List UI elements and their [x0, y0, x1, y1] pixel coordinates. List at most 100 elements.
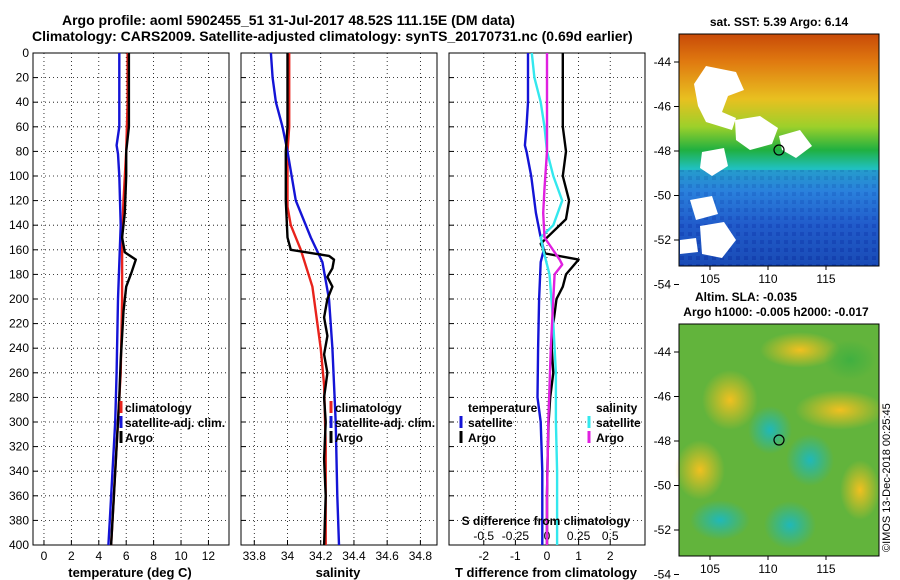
x-tick-label: 34.6 [375, 549, 399, 563]
sla-anomaly [748, 406, 792, 454]
y-tick-label: 400 [9, 538, 29, 552]
sla-anomaly [675, 440, 725, 500]
header-line-2: Climatology: CARS2009. Satellite-adjuste… [32, 28, 633, 44]
y-tick-label: 140 [9, 218, 29, 232]
y-tick-label: 320 [9, 440, 29, 454]
sla-anomaly [786, 434, 834, 486]
temperature-xlabel: temperature (deg C) [68, 565, 192, 580]
header-line-1: Argo profile: aoml 5902455_51 31-Jul-201… [62, 12, 515, 28]
x-tick-label: 34.4 [342, 549, 366, 563]
sst-map-title: sat. SST: 5.39 Argo: 6.14 [710, 15, 849, 29]
series-line-s-argo [542, 53, 564, 545]
map-lat-label: -54 [654, 278, 672, 292]
sst-cloud-gap [700, 222, 736, 258]
map-lat-label: -46 [654, 100, 672, 114]
sst-cloud-gap [690, 196, 718, 220]
y-tick-label: 220 [9, 317, 29, 331]
map-lat-label: -46 [654, 390, 672, 404]
y-tick-label: 40 [16, 95, 30, 109]
s-diff-tick-label: 0.25 [567, 529, 591, 543]
legend-label-satellite: satellite-adj. clim. [125, 416, 225, 430]
y-tick-label: 200 [9, 292, 29, 306]
map-lon-label: 105 [700, 562, 720, 576]
y-tick-label: 300 [9, 415, 29, 429]
sst-cloud-gap [700, 148, 728, 176]
x-tick-label: 34 [281, 549, 295, 563]
sla-map-frame [678, 323, 880, 557]
x-tick-label: 12 [202, 549, 216, 563]
map-lat-label: -50 [654, 479, 672, 493]
tdiff-xlabel: T difference from climatology [455, 565, 638, 580]
series-line-argo [109, 53, 138, 546]
x-tick-label: -2 [478, 549, 489, 563]
y-tick-label: 160 [9, 243, 29, 257]
sla-map-title-1: Altim. SLA: -0.035 [695, 290, 797, 304]
argo-position-marker [773, 434, 785, 446]
s-diff-tick-label: 0.5 [602, 529, 619, 543]
legend-temperature-title: temperature [468, 401, 538, 415]
sdiff-xlabel: S difference from climatology [462, 514, 631, 528]
sst-cloud-gap [735, 116, 778, 150]
map-lat-label: -52 [654, 233, 672, 247]
map-lat-label: -48 [654, 434, 672, 448]
y-tick-label: 340 [9, 464, 29, 478]
legend-label-s-argo: Argo [596, 431, 624, 445]
series-line-t-satellite [523, 53, 545, 545]
x-tick-label: 2 [68, 549, 75, 563]
legend-label-climatology: climatology [335, 401, 402, 415]
difference-legend: temperature satellite Argo salinity sate… [459, 401, 641, 445]
x-tick-label: 4 [95, 549, 102, 563]
x-tick-label: 2 [607, 549, 614, 563]
map-lat-label: -52 [654, 523, 672, 537]
x-tick-label: 8 [150, 549, 157, 563]
map-lon-label: 110 [758, 272, 777, 286]
legend-label-argo: Argo [335, 431, 363, 445]
map-lat-label: -50 [654, 189, 672, 203]
legend-label-t-satellite: satellite [468, 416, 513, 430]
y-tick-label: 60 [16, 120, 30, 134]
plot-frame [240, 52, 438, 546]
legend-salinity-title: salinity [596, 401, 638, 415]
sst-cloud-gap [694, 66, 744, 130]
s-diff-tick-label: -0.25 [502, 529, 530, 543]
x-tick-label: 34.2 [309, 549, 333, 563]
sla-anomaly [840, 460, 880, 520]
plot-frame [32, 52, 230, 546]
y-tick-label: 260 [9, 366, 29, 380]
sst-cloud-gap [779, 130, 812, 158]
map-lat-label: -44 [654, 345, 672, 359]
sla-anomaly [690, 500, 750, 540]
x-tick-label: 0 [544, 549, 551, 563]
series-line-satellite-adj-clim- [107, 53, 122, 546]
legend-label-satellite: satellite-adj. clim. [335, 416, 435, 430]
y-tick-label: 360 [9, 489, 29, 503]
series-line-argo [284, 53, 336, 546]
salinity-legend: climatology satellite-adj. clim. Argo [329, 401, 435, 445]
x-tick-label: -1 [510, 549, 521, 563]
y-tick-label: 80 [16, 144, 30, 158]
sla-anomaly [795, 390, 885, 430]
map-lat-label: -54 [654, 568, 672, 580]
map-lat-label: -48 [654, 144, 672, 158]
y-tick-label: 20 [16, 71, 30, 85]
x-tick-label: 1 [575, 549, 582, 563]
legend-label-argo: Argo [125, 431, 153, 445]
legend-label-climatology: climatology [125, 401, 192, 415]
series-line-satellite-adj-clim- [269, 52, 341, 546]
y-tick-label: 280 [9, 390, 29, 404]
argo-position-marker [773, 144, 785, 156]
map-lon-label: 115 [816, 272, 835, 286]
credit-stamp: ©IMOS 13-Dec-2018 00:25:45 [881, 403, 893, 552]
y-tick-label: 380 [9, 513, 29, 527]
map-lon-label: 105 [700, 272, 720, 286]
x-tick-label: 6 [123, 549, 130, 563]
y-tick-label: 120 [9, 194, 29, 208]
x-tick-label: 0 [41, 549, 48, 563]
temperature-legend: climatology satellite-adj. clim. Argo [119, 401, 225, 445]
legend-label-s-satellite: satellite [596, 416, 641, 430]
sla-anomaly [760, 332, 840, 368]
legend-label-t-argo: Argo [468, 431, 496, 445]
x-tick-label: 34.8 [409, 549, 433, 563]
x-tick-label: 33.8 [243, 549, 267, 563]
